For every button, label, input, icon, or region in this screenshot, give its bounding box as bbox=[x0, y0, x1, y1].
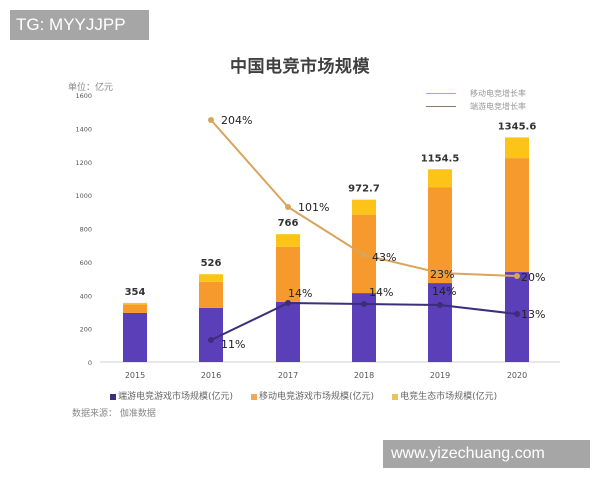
y-tick-label: 1600 bbox=[75, 92, 92, 100]
y-tick-label: 1400 bbox=[75, 125, 92, 133]
growth-label: 204% bbox=[221, 114, 252, 127]
growth-label: 14% bbox=[369, 286, 393, 299]
y-tick-label: 400 bbox=[80, 292, 92, 300]
watermark-bottom: www.yizechuang.com bbox=[383, 440, 590, 468]
x-tick-label: 2017 bbox=[278, 371, 298, 380]
legend-swatch-pc-line bbox=[426, 105, 456, 108]
growth-label: 11% bbox=[221, 338, 245, 351]
line-marker bbox=[514, 273, 520, 279]
bar-segment bbox=[276, 301, 300, 362]
bar-segment bbox=[505, 272, 529, 362]
x-tick-label: 2015 bbox=[125, 371, 145, 380]
legend-line-mobile: 移动电竞增长率 bbox=[426, 88, 526, 99]
growth-label: 13% bbox=[521, 308, 545, 321]
bar-segment bbox=[123, 312, 147, 362]
bar-legend: 端游电竞游戏市场规模(亿元) 移动电竞游戏市场规模(亿元) 电竞生态市场规模(亿… bbox=[110, 389, 497, 402]
growth-label: 43% bbox=[372, 251, 396, 264]
chart-title: 中国电竞市场规模 bbox=[230, 57, 370, 77]
data-source: 数据来源： 伽准数据 bbox=[72, 409, 156, 419]
bar-total-label: 354 bbox=[125, 287, 146, 298]
line-marker bbox=[208, 337, 214, 343]
legend-label: 端游电竞增长率 bbox=[470, 102, 526, 111]
x-tick-label: 2016 bbox=[201, 371, 221, 380]
growth-label: 23% bbox=[430, 268, 454, 281]
legend-swatch-mobile-line bbox=[426, 92, 456, 95]
line-marker bbox=[361, 252, 367, 258]
line-marker bbox=[285, 300, 291, 306]
bar-segment bbox=[428, 169, 452, 188]
growth-label: 14% bbox=[288, 287, 312, 300]
x-tick-label: 2019 bbox=[430, 371, 450, 380]
y-tick-label: 800 bbox=[80, 226, 92, 234]
bar-segment bbox=[123, 302, 147, 305]
bar-segment bbox=[352, 199, 376, 215]
bar-total-label: 766 bbox=[278, 218, 299, 229]
growth-label: 101% bbox=[298, 201, 329, 214]
y-tick-label: 1000 bbox=[75, 192, 92, 200]
y-tick-label: 0 bbox=[88, 359, 92, 367]
bar-segment bbox=[505, 158, 529, 273]
bar-segment bbox=[276, 246, 300, 302]
bar-segment bbox=[199, 307, 223, 362]
legend-line-pc: 端游电竞增长率 bbox=[426, 101, 526, 112]
legend-item-mobile: 移动电竞游戏市场规模(亿元) bbox=[251, 389, 374, 402]
bar-total-label: 1345.6 bbox=[498, 121, 537, 132]
watermark-top: TG: MYYJJPP bbox=[10, 10, 149, 40]
bar-segment bbox=[199, 281, 223, 308]
bar-segment bbox=[505, 137, 529, 159]
line-marker bbox=[437, 270, 443, 276]
x-tick-label: 2020 bbox=[507, 371, 527, 380]
legend-item-eco: 电竞生态市场规模(亿元) bbox=[392, 389, 497, 402]
line-marker bbox=[361, 301, 367, 307]
bar-segment bbox=[276, 234, 300, 247]
line-marker bbox=[437, 302, 443, 308]
growth-label: 20% bbox=[521, 271, 545, 284]
y-axis-unit: 单位：亿元 bbox=[68, 83, 114, 93]
bar-total-label: 526 bbox=[201, 258, 222, 269]
bar-total-label: 972.7 bbox=[348, 184, 380, 195]
x-tick-label: 2018 bbox=[354, 371, 374, 380]
legend-label: 移动电竞增长率 bbox=[470, 89, 526, 98]
y-tick-label: 1200 bbox=[75, 159, 92, 167]
growth-label: 14% bbox=[432, 285, 456, 298]
line-marker bbox=[514, 311, 520, 317]
bar-segment bbox=[428, 283, 452, 362]
y-tick-label: 200 bbox=[80, 326, 92, 334]
bar-segment bbox=[428, 187, 452, 284]
legend-item-pc: 端游电竞游戏市场规模(亿元) bbox=[110, 389, 233, 402]
y-tick-label: 600 bbox=[80, 259, 92, 267]
bar-total-label: 1154.5 bbox=[421, 153, 460, 164]
bar-segment bbox=[199, 274, 223, 282]
line-marker bbox=[285, 204, 291, 210]
bar-segment bbox=[123, 304, 147, 313]
line-marker bbox=[208, 117, 214, 123]
